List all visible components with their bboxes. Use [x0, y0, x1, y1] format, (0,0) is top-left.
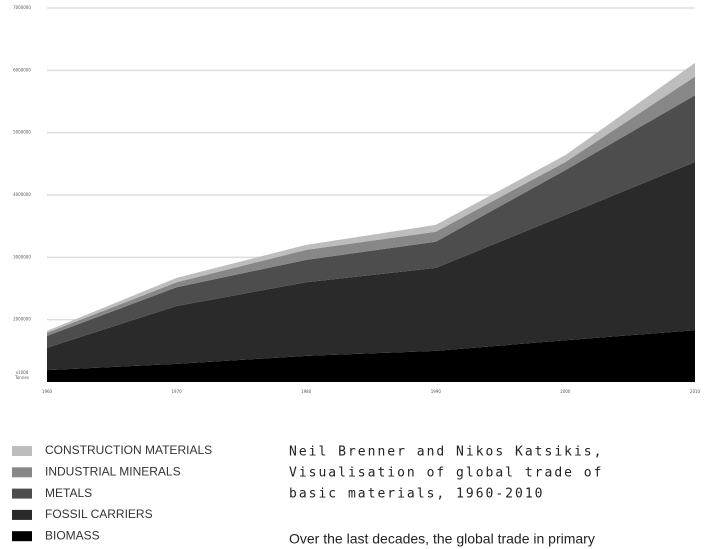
x-tick-label: 2000 — [560, 389, 571, 394]
x-tick-label: 2010 — [690, 389, 701, 394]
y-tick-label: 5000000 — [13, 130, 31, 135]
area — [47, 161, 695, 371]
y-tick-label: 3000000 — [13, 254, 31, 259]
area — [47, 330, 695, 382]
y-axis-label: x1000 — [16, 370, 29, 375]
x-tick-label: 1980 — [301, 389, 312, 394]
y-tick-label: 4000000 — [13, 192, 31, 197]
legend-swatch — [12, 488, 32, 499]
x-tick-label: 1970 — [172, 389, 183, 394]
legend-swatch — [12, 446, 32, 456]
legend-label: FOSSIL CARRIERS — [45, 507, 153, 521]
caption-title: Neil Brenner and Nikos Katsikis, — [289, 445, 603, 460]
legend-swatch — [12, 467, 32, 478]
legend-label: BIOMASS — [45, 528, 100, 542]
legend-swatch — [12, 509, 32, 520]
legend-label: CONSTRUCTION MATERIALS — [45, 443, 212, 457]
caption-title: Visualisation of global trade of — [289, 466, 603, 481]
area — [47, 62, 695, 333]
y-axis-label: Tonnes — [14, 375, 29, 380]
y-tick-label: 6000000 — [13, 67, 31, 72]
y-tick-label: 2000000 — [13, 317, 31, 322]
x-tick-label: 1960 — [42, 389, 53, 394]
area — [47, 95, 695, 348]
y-tick-label: 7000000 — [13, 5, 31, 10]
legend-label: METALS — [45, 486, 92, 500]
legend-swatch — [12, 531, 32, 542]
area — [47, 76, 695, 336]
caption-title: basic materials, 1960-2010 — [289, 487, 545, 502]
x-tick-label: 1990 — [431, 389, 442, 394]
caption-text: Over the last decades, the global trade … — [289, 531, 595, 547]
legend-label: INDUSTRIAL MINERALS — [45, 464, 181, 478]
